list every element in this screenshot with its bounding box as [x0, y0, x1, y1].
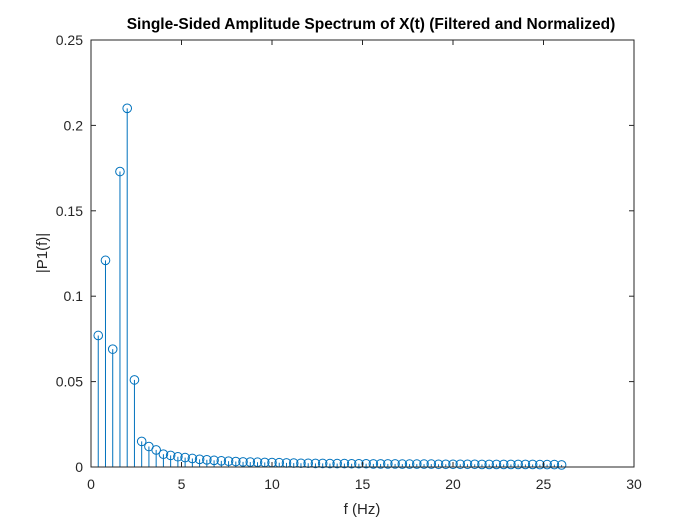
stem-marker [202, 455, 212, 465]
stem-marker [542, 459, 552, 470]
stem-marker [115, 166, 125, 177]
stem-marker [194, 454, 205, 465]
stem-marker [491, 459, 502, 470]
stem-marker [549, 459, 560, 470]
x-tick-labels: 0 5 10 15 20 25 30 [87, 40, 642, 492]
y-tick-label: 0.05 [56, 374, 83, 390]
y-tick-label: 0.2 [64, 117, 84, 133]
stem-marker [506, 459, 516, 470]
stem-marker [107, 344, 118, 354]
x-tick-label: 20 [445, 476, 461, 492]
stem-marker [368, 459, 379, 469]
y-axis-label: |P1(f)| [34, 233, 51, 273]
stem-marker [455, 459, 466, 470]
stem-marker [238, 457, 248, 467]
stem-marker [484, 459, 495, 470]
y-tick-label: 0.1 [64, 288, 84, 304]
stem-marker [100, 255, 111, 266]
x-tick-label: 0 [87, 476, 95, 492]
stem-marker [325, 458, 335, 469]
stem-marker [361, 458, 371, 469]
stem-marker [122, 103, 132, 114]
stem-marker [520, 459, 531, 470]
stem-marker [556, 460, 567, 470]
stem-marker [187, 453, 198, 464]
stem-marker [535, 459, 545, 470]
chart-title: Single-Sided Amplitude Spectrum of X(t) … [127, 16, 616, 33]
stem-marker [346, 458, 357, 469]
stem-marker [498, 459, 509, 470]
stem-marker [440, 459, 451, 470]
stem-marker [129, 375, 140, 385]
y-tick-label: 0.25 [56, 32, 83, 48]
stem-marker [383, 459, 393, 469]
stem-marker [93, 330, 104, 341]
stem-marker [151, 445, 161, 455]
stem-marker [209, 455, 219, 466]
x-tick-label: 5 [178, 476, 186, 492]
stem-marker [448, 459, 458, 470]
x-axis-label: f (Hz) [344, 501, 381, 518]
x-tick-label: 30 [626, 476, 642, 492]
stem-marker [527, 459, 538, 470]
stem-marker [426, 459, 437, 469]
stem-marker [419, 459, 429, 469]
stem-marker [339, 458, 350, 469]
stem-marker [375, 459, 386, 469]
stem-marker [180, 452, 190, 463]
stem-marker [165, 450, 176, 461]
stem-marker [354, 458, 364, 469]
stem-marker [216, 456, 227, 466]
stem-marker [477, 459, 487, 470]
stem-marker [317, 458, 328, 469]
stem-marker [310, 458, 321, 469]
stem-marker [296, 458, 306, 469]
stem-marker [513, 459, 523, 470]
stem-marker [462, 459, 473, 470]
y-tick-labels: 0 0.05 0.1 0.15 0.2 0.25 [56, 32, 634, 475]
stem-marker [136, 436, 147, 447]
y-tick-label: 0 [75, 459, 83, 475]
x-tick-label: 25 [536, 476, 552, 492]
stem-marker [433, 459, 444, 470]
stem-marker [332, 458, 342, 469]
stem-marker [469, 459, 480, 470]
stem-marker [223, 456, 234, 466]
stem-marker [404, 459, 415, 469]
stem-marker [231, 456, 241, 467]
stem-marker [412, 459, 422, 469]
stem-marker [303, 458, 314, 469]
plot-area [91, 40, 634, 467]
x-tick-label: 10 [264, 476, 280, 492]
stem-marker [173, 451, 183, 462]
stem-marker [158, 449, 169, 459]
stem-marker [245, 457, 256, 467]
stem-marker [397, 459, 408, 469]
y-tick-label: 0.15 [56, 203, 83, 219]
stem-marker [390, 459, 400, 469]
x-tick-label: 15 [355, 476, 371, 492]
